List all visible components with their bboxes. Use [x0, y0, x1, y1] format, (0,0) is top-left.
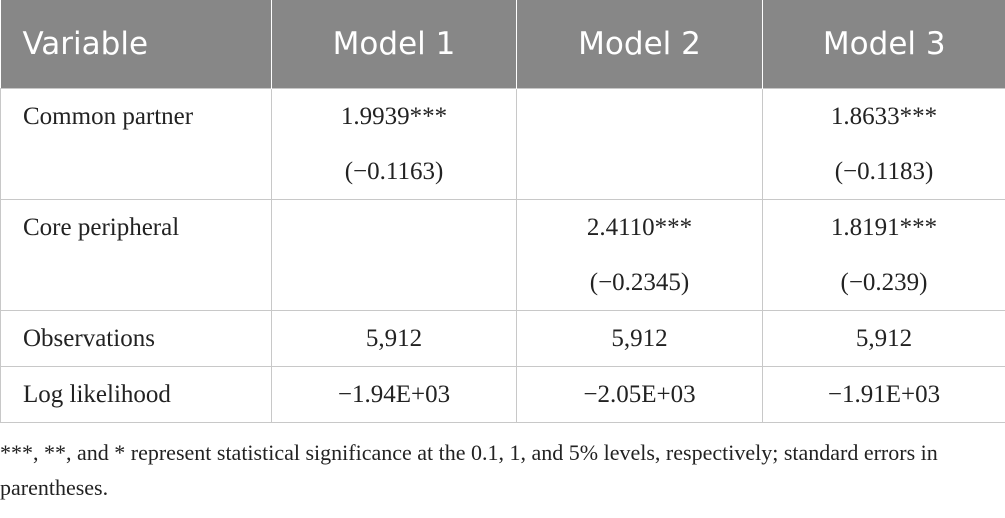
standard-error: (−0.2345) — [589, 269, 690, 296]
estimate: 1.9939*** — [340, 103, 448, 130]
value-cell: 2.4110*** (−0.2345) — [516, 199, 763, 311]
value-cell — [516, 88, 763, 200]
standard-error: (−0.1183) — [834, 158, 934, 185]
standard-error: (−0.239) — [840, 269, 928, 296]
estimate: 5,912 — [365, 325, 423, 352]
row-label-cell: Core peripheral — [0, 199, 272, 311]
header-cell: Variable — [0, 0, 272, 89]
estimate: −1.94E+03 — [337, 381, 451, 408]
footnote: ***, **, and * represent statistical sig… — [0, 440, 938, 500]
row-label: Log likelihood — [23, 381, 171, 408]
estimate: 2.4110*** — [586, 214, 693, 241]
estimate: 1.8191*** — [830, 214, 938, 241]
table-row: Log likelihood −1.94E+03 −2.05E+03 −1.91E+0… — [0, 366, 1005, 423]
value-cell: 1.8191*** (−0.239) — [762, 199, 1005, 311]
value-cell: 5,912 — [762, 310, 1005, 367]
value-cell: 5,912 — [271, 310, 517, 367]
table-row: Common partner 1.9939*** (−0.1163) 1.8633**… — [0, 88, 1005, 200]
estimate: 5,912 — [611, 325, 668, 352]
row-label: Common partner — [23, 103, 194, 130]
row-label-cell: Common partner — [0, 88, 272, 200]
value-cell — [271, 199, 517, 311]
header-row: Variable Model 1 Model 2 Model 3 — [0, 0, 1005, 89]
value-cell: 5,912 — [516, 310, 763, 367]
estimate: −2.05E+03 — [583, 381, 696, 408]
estimate: 5,912 — [855, 325, 913, 352]
header-cell: Model 3 — [762, 0, 1005, 89]
header-cell: Model 1 — [271, 0, 517, 89]
table-row: Core peripheral 2.4110*** (−0.2345) 1.8191*… — [0, 199, 1005, 311]
value-cell: 1.9939*** (−0.1163) — [271, 88, 517, 200]
table-body: Common partner 1.9939*** (−0.1163) 1.8633**… — [0, 88, 1005, 423]
row-label-cell: Log likelihood — [0, 366, 272, 423]
table-row: Observations 5,912 5,912 5,912 — [0, 310, 1005, 367]
value-cell: −2.05E+03 — [516, 366, 763, 423]
estimate: 1.8633*** — [830, 103, 938, 130]
row-label: Core peripheral — [23, 214, 180, 241]
header-cell: Model 2 — [516, 0, 763, 89]
estimate: −1.91E+03 — [827, 381, 941, 408]
value-cell: 1.8633*** (−0.1183) — [762, 88, 1005, 200]
value-cell: −1.94E+03 — [271, 366, 517, 423]
row-label: Observations — [23, 325, 155, 352]
results-table: Variable Model 1 Model 2 Model 3 Common par… — [0, 0, 1005, 423]
value-cell: −1.91E+03 — [762, 366, 1005, 423]
standard-error: (−0.1163) — [344, 158, 444, 185]
row-label-cell: Observations — [0, 310, 272, 367]
